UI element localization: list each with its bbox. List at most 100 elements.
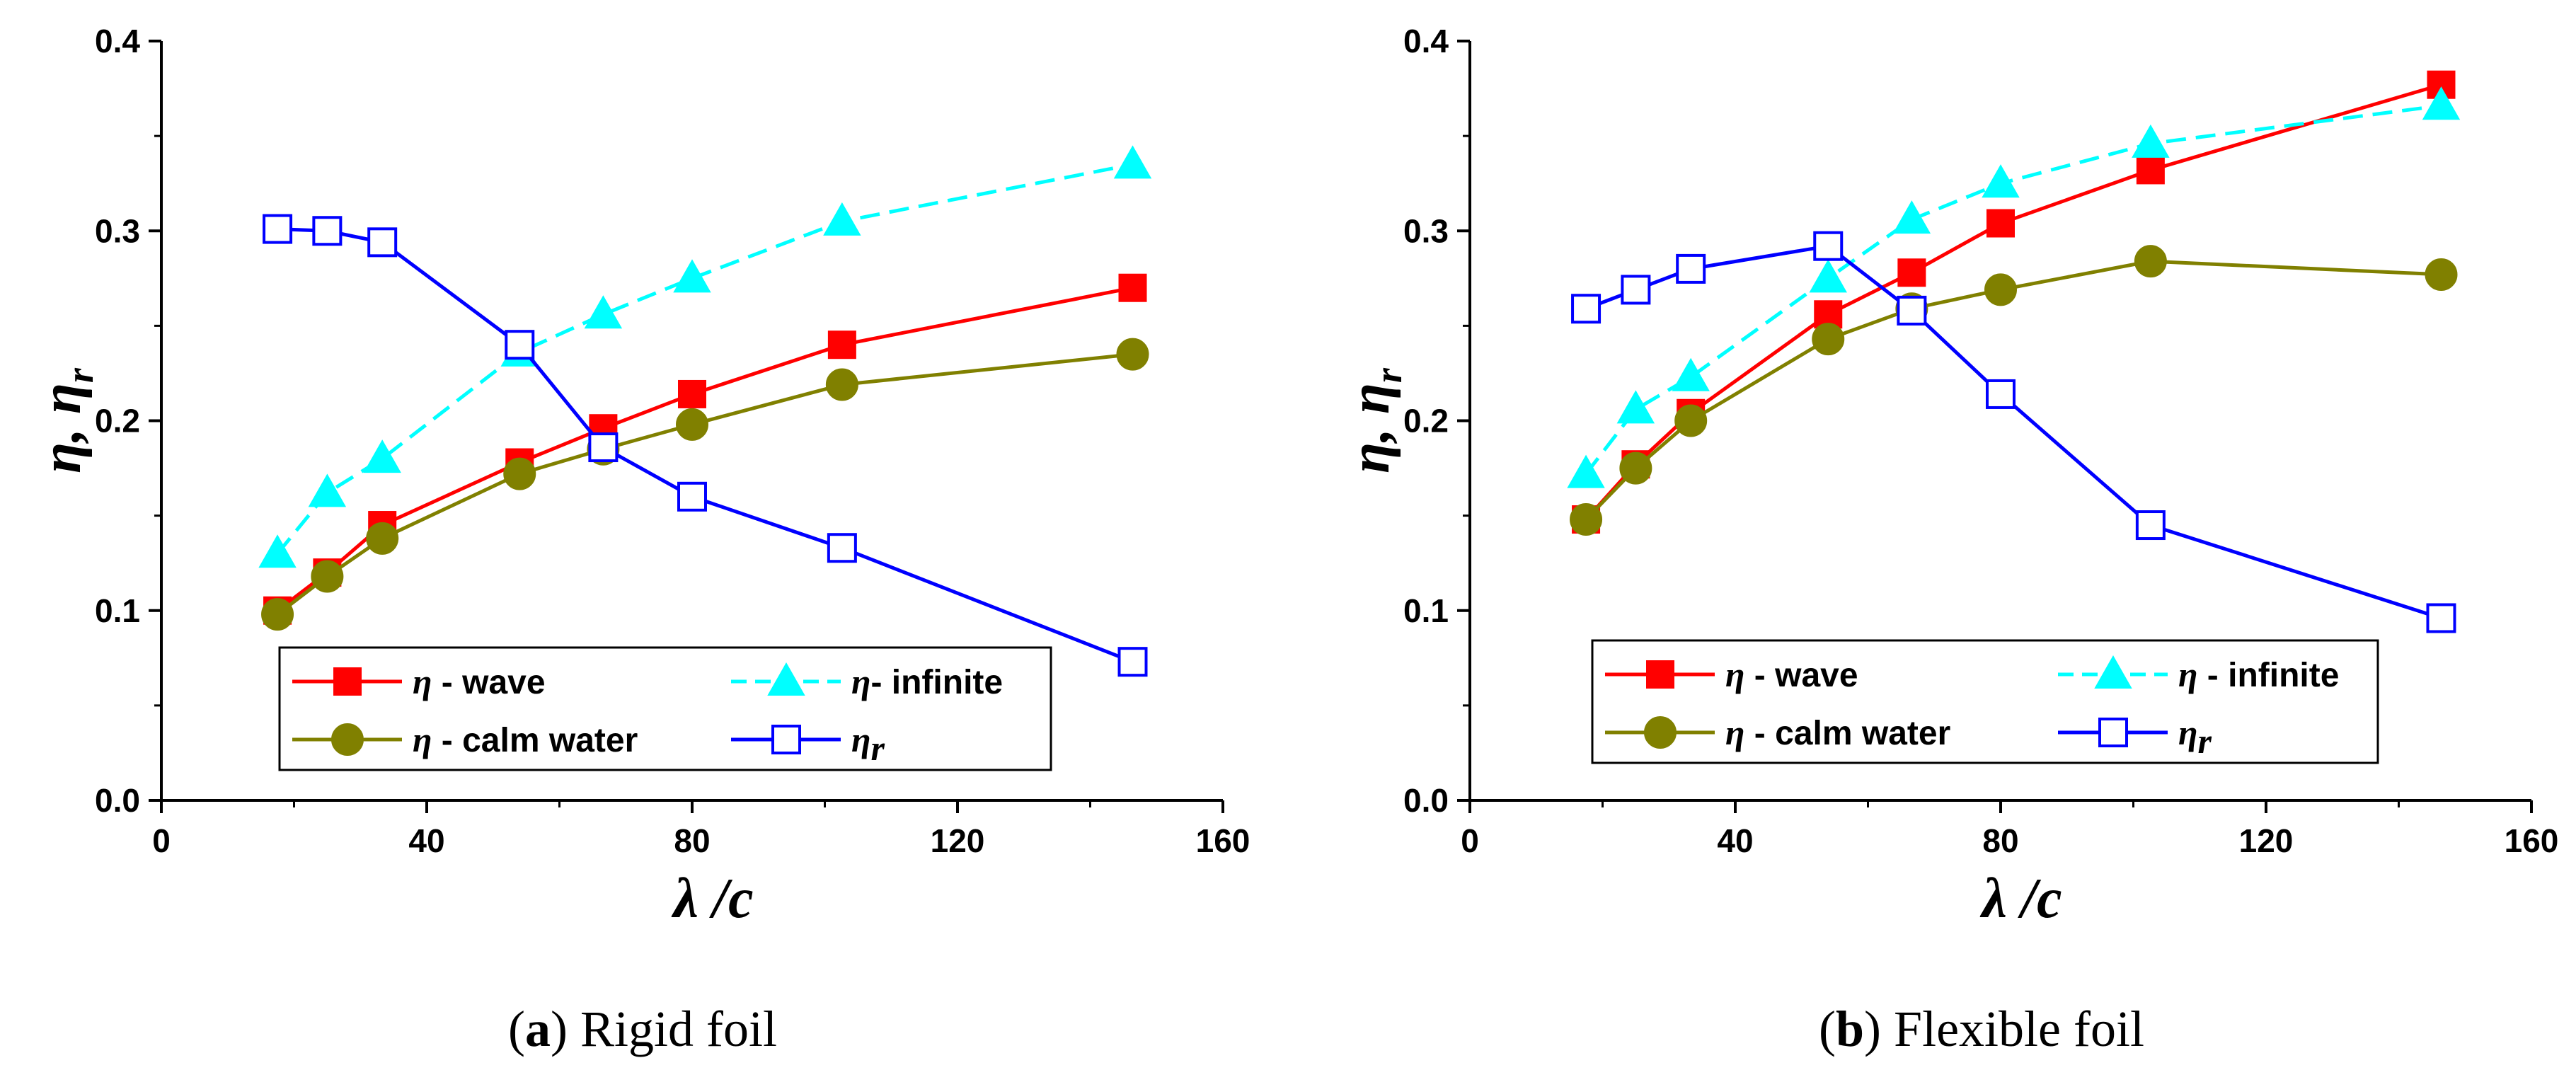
legend-symbol: η (1725, 713, 1744, 752)
y-axis-label-eta: η (30, 442, 93, 473)
data-point (1567, 454, 1605, 488)
x-tick-label: 80 (674, 822, 710, 859)
legend-item: ηr (731, 720, 885, 768)
legend-symbol: η (851, 720, 870, 759)
legend-text: - infinite (2197, 657, 2339, 694)
legend-marker (771, 725, 801, 754)
x-tick-label: 0 (152, 822, 171, 859)
data-point (1571, 294, 1602, 324)
legend-label: η - infinite (2178, 655, 2339, 694)
legend-marker (1644, 716, 1677, 749)
legend-box (278, 646, 1052, 771)
legend-marker (2094, 655, 2132, 689)
data-point (1986, 209, 2015, 238)
legend-label: η- infinite (851, 662, 1003, 701)
series-triangle-filled (1567, 86, 2461, 488)
data-point (677, 481, 707, 512)
caption-text: Rigid foil (568, 1001, 777, 1057)
legend-subscript: r (2197, 721, 2212, 761)
legend-item: ηr (2058, 713, 2212, 761)
data-point (312, 216, 343, 246)
caption-open: ( (1819, 1001, 1836, 1057)
data-point (827, 533, 857, 563)
legend-item: η - wave (1605, 655, 1858, 694)
y-tick-label: 0.4 (95, 23, 140, 59)
caption-close: ) (1864, 1001, 1881, 1057)
data-point (505, 330, 535, 360)
x-axis-label-rest: /c (2007, 868, 2062, 930)
data-point (1897, 258, 1926, 287)
data-point (1982, 164, 2020, 198)
series-line (276, 162, 1133, 555)
series-line (1585, 103, 2442, 476)
data-point (1117, 647, 1148, 677)
data-point (1118, 273, 1147, 302)
legend-item: η - infinite (2058, 655, 2339, 694)
data-point (1672, 357, 1710, 391)
y-tick-label: 0.0 (95, 782, 140, 819)
legend-symbol: η (2178, 655, 2197, 694)
data-point (1897, 295, 1927, 326)
data-point (2134, 245, 2167, 278)
legend-item: η - wave (292, 662, 546, 701)
data-point (263, 214, 293, 244)
x-tick-label: 0 (1461, 822, 1479, 859)
data-point (678, 379, 706, 408)
data-point (584, 295, 623, 329)
legend-item: η- infinite (731, 662, 1003, 701)
caption-letter: a (525, 1001, 551, 1057)
legend-text: - wave (432, 664, 545, 701)
data-point (1570, 502, 1603, 536)
x-axis-label-rest: /c (698, 868, 754, 930)
data-point (1616, 390, 1655, 424)
legend-text: - calm water (432, 722, 638, 759)
y-axis-label-sub: r (1367, 367, 1410, 383)
x-tick-label: 40 (408, 822, 444, 859)
data-point (363, 439, 401, 473)
y-tick-label: 0.1 (1403, 592, 1449, 629)
series-line (277, 227, 1134, 664)
legend-symbol: η (1725, 655, 1744, 694)
y-tick-label: 0.3 (1403, 212, 1449, 249)
data-point (1113, 145, 1152, 179)
data-point (827, 330, 856, 360)
x-tick-label: 40 (1717, 822, 1753, 859)
data-point (673, 259, 711, 293)
legend-symbol: η (413, 720, 432, 759)
y-tick-label: 0.2 (95, 403, 140, 439)
data-point (1116, 338, 1149, 371)
y-axis-label-sub: r (59, 367, 101, 383)
y-tick-label: 0.3 (95, 212, 140, 249)
series-square-open (1571, 231, 2456, 633)
x-axis-label-lambda: λ (671, 868, 698, 930)
x-tick-label: 120 (2239, 822, 2294, 859)
data-point (367, 227, 398, 258)
legend-marker (767, 662, 805, 696)
data-point (2422, 86, 2461, 120)
series-line (276, 286, 1133, 612)
data-point (308, 473, 347, 507)
x-tick-label: 80 (1982, 822, 2018, 859)
y-axis-label: η, ηr (1339, 367, 1410, 473)
data-point (1892, 200, 1931, 234)
series-line (1585, 83, 2442, 521)
data-point (1813, 231, 1844, 261)
x-axis-label: λ /c (671, 868, 753, 930)
legend-label: η - calm water (1725, 713, 1950, 752)
legend-text: - infinite (870, 664, 1003, 701)
legend-label: η - calm water (413, 720, 638, 759)
data-point (1619, 452, 1652, 485)
y-axis-label-eta-r: η (30, 383, 93, 414)
y-axis-label-sep: , (1339, 414, 1401, 444)
data-point (2136, 156, 2165, 185)
data-point (2426, 603, 2456, 633)
y-tick-label: 0.4 (1403, 23, 1449, 59)
legend-text: - calm water (1744, 715, 1950, 752)
legend-label: ηr (851, 720, 885, 768)
caption-close: ) (551, 1001, 568, 1057)
series-square-open (263, 214, 1148, 677)
data-point (2135, 510, 2166, 541)
